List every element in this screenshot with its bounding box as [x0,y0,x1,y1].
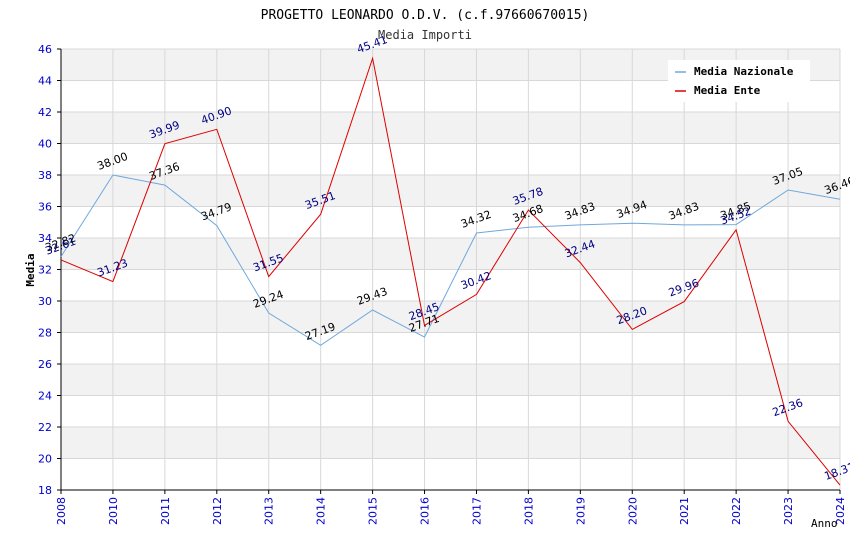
x-tick-label: 2022 [730,497,743,525]
y-tick-label: 40 [38,138,52,151]
legend-label-media-nazionale: Media Nazionale [694,65,794,78]
y-tick-label: 20 [38,453,52,466]
x-tick-label: 2020 [626,497,639,525]
series-line-media-ente [60,56,841,486]
grid-band [61,427,840,459]
legend-label-media-ente: Media Ente [694,84,761,97]
y-tick-label: 42 [38,106,52,119]
x-tick-label: 2021 [678,497,691,525]
x-tick-label: 2024 [834,497,847,525]
grid-band [61,364,840,396]
y-tick-label: 30 [38,295,52,308]
gridlines [60,48,841,491]
series-line-media-nazionale [60,174,841,346]
y-axis-ticks: 18 20 22 24 26 28 30 32 34 36 38 40 42 44 46 [38,43,61,497]
x-tick-label: 2014 [315,497,328,525]
y-tick-label: 28 [38,327,52,340]
x-tick-label: 2016 [419,497,432,525]
x-tick-label: 2012 [211,497,224,525]
grid-band [61,238,840,270]
chart-title: PROGETTO LEONARDO O.D.V. (c.f.9766067001… [261,8,590,23]
x-tick-label: 2019 [574,497,587,525]
y-tick-label: 46 [38,43,52,56]
y-tick-label: 44 [38,75,52,88]
grid-band [61,112,840,144]
y-tick-label: 32 [38,264,52,277]
chart-subtitle: Media Importi [378,28,472,42]
grid-bands [61,49,840,459]
y-tick-label: 18 [38,484,52,497]
y-tick-label: 22 [38,421,52,434]
x-tick-label: 2017 [470,497,483,525]
x-tick-label: 2008 [55,497,68,525]
y-axis-label: Media [24,253,37,286]
x-tick-label: 2010 [107,497,120,525]
x-tick-label: 2018 [522,497,535,525]
grid-band [61,175,840,207]
x-axis-ticks: 2008 2010 2011 2012 2013 2014 2015 2016 2017 2018… [55,490,847,525]
y-tick-label: 36 [38,201,52,214]
x-tick-label: 2013 [263,497,276,525]
legend-box [668,60,810,102]
x-tick-label: 2011 [159,497,172,525]
data-label-media-ente: 18.31 [823,460,850,483]
x-tick-label: 2015 [367,497,380,525]
x-axis-label: Anno [811,517,838,530]
x-tick-label: 2023 [782,497,795,525]
y-tick-label: 24 [38,390,52,403]
y-tick-label: 38 [38,169,52,182]
series-group [60,56,841,486]
legend: Media Nazionale Media Ente [668,60,810,102]
grid-band [61,301,840,333]
y-tick-label: 26 [38,358,52,371]
y-tick-label: 34 [38,232,52,245]
